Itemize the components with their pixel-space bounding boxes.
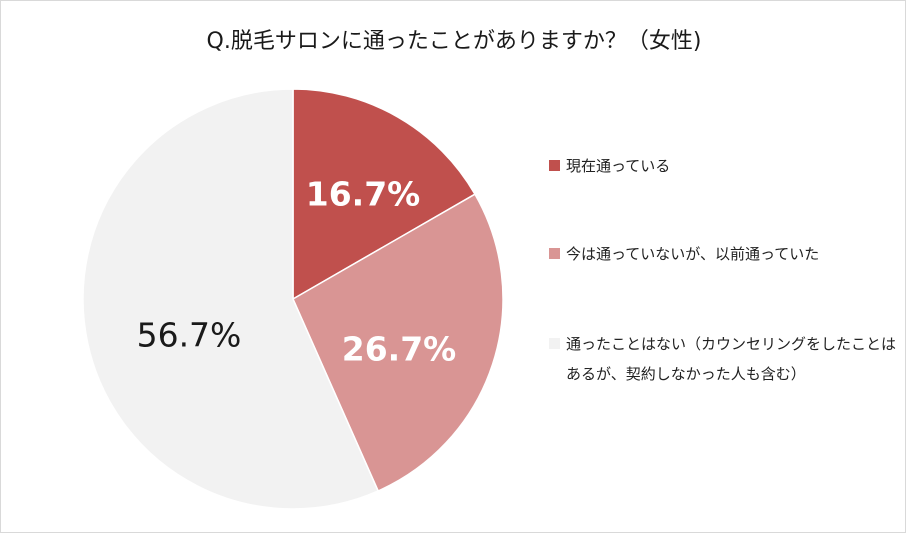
slice-data-label-1: 16.7%	[306, 175, 421, 214]
legend-label-2: 今は通っていないが、以前通っていた	[566, 245, 820, 263]
slice-data-label-2: 26.7%	[342, 330, 457, 369]
slice-data-label-3: 56.7%	[137, 316, 242, 355]
legend-swatch-3	[549, 338, 560, 349]
legend-item-1: 現在通っている	[549, 151, 901, 181]
pie-slice-3	[82, 88, 380, 510]
legend-item-2: 今は通っていないが、以前通っていた	[549, 239, 901, 269]
chart-title: Q.脱毛サロンに通ったことがありますか？（女性)	[206, 29, 702, 54]
legend-label-3: 通ったことはない（カウンセリングをしたことはあるが、契約しなかった人も含む）	[566, 335, 897, 383]
legend-swatch-2	[549, 248, 560, 259]
pie-slice-1	[292, 88, 476, 301]
legend-item-3: 通ったことはない（カウンセリングをしたことはあるが、契約しなかった人も含む）	[549, 329, 901, 389]
legend-label-1: 現在通っている	[566, 157, 671, 175]
legend-swatch-1	[549, 160, 560, 171]
